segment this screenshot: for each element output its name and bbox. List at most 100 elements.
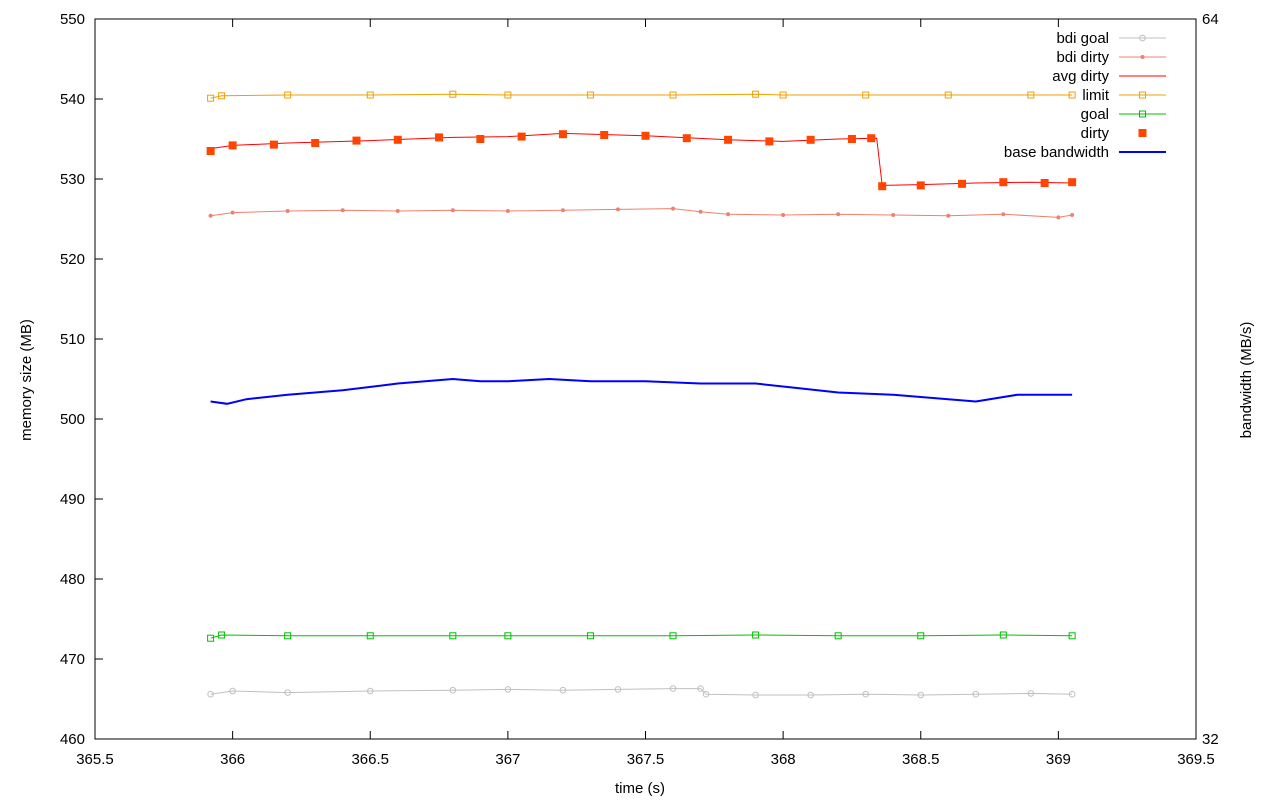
series-base-bandwidth [210, 377, 1073, 405]
data-point [862, 91, 870, 99]
series-bdi-goal [207, 685, 1076, 699]
legend-label: bdi goal [1056, 30, 1109, 47]
axes-layer: 365.5 366 366.5 367 367.5 368 368.5 369 369.5 460… [60, 11, 1219, 768]
data-point [669, 685, 677, 692]
data-point [1068, 632, 1076, 640]
data-point [208, 213, 213, 218]
data-point [449, 90, 457, 98]
data-point [867, 134, 876, 143]
data-point [1040, 179, 1049, 187]
data-point [1027, 91, 1035, 99]
data-point [285, 209, 290, 213]
data-point [834, 632, 842, 640]
data-point [1001, 212, 1006, 217]
data-point [505, 209, 510, 213]
data-point [269, 140, 278, 149]
legend: bdi goal bdi dirty avg dirty limit goal dirty… [1004, 30, 1166, 161]
data-point [340, 208, 345, 213]
data-point [917, 691, 925, 699]
data-point [999, 631, 1007, 639]
y-right-tick-label: 64 [1202, 11, 1219, 28]
data-point [1027, 690, 1035, 697]
legend-swatch-marker [1138, 129, 1147, 137]
y-left-tick-label: 550 [60, 11, 85, 28]
legend-swatch-marker [1139, 110, 1146, 118]
data-point [752, 631, 760, 639]
data-point [917, 632, 925, 640]
data-point [862, 690, 870, 698]
data-point [284, 91, 292, 99]
series-avg-dirty [210, 132, 1073, 186]
series-limit [207, 90, 1076, 102]
legend-swatch-marker [1139, 91, 1146, 99]
data-point [229, 687, 236, 695]
legend-item-dirty: dirty [1081, 125, 1147, 142]
x-tick-label: 367.5 [627, 751, 665, 768]
data-point [559, 686, 567, 694]
data-point [449, 686, 457, 694]
x-tick-label: 368 [771, 751, 796, 768]
y-axis-left-label: memory size (MB) [18, 319, 35, 441]
legend-item-bdi-goal: bdi goal [1056, 30, 1166, 47]
data-point [946, 213, 951, 218]
data-point [435, 133, 444, 142]
series-line-bdi-dirty [210, 208, 1073, 218]
data-point [206, 147, 215, 155]
legend-label: bdi dirty [1056, 49, 1109, 66]
series-line-limit [210, 93, 1073, 99]
data-point [944, 91, 952, 99]
data-point [1068, 690, 1076, 698]
data-point [366, 687, 374, 695]
y-left-tick-label: 510 [60, 331, 85, 348]
data-point [586, 91, 594, 99]
y-left-tick-label: 470 [60, 651, 85, 668]
data-point [779, 91, 787, 99]
data-point [999, 178, 1008, 187]
data-point [891, 213, 896, 217]
x-tick-label: 369.5 [1177, 751, 1215, 768]
series-dirty [206, 130, 1077, 191]
x-tick-label: 368.5 [902, 751, 940, 768]
data-point [724, 135, 733, 144]
data-point [641, 131, 650, 140]
data-point [504, 632, 512, 640]
legend-item-limit: limit [1082, 87, 1166, 104]
data-point [697, 685, 704, 692]
data-point [1068, 91, 1076, 99]
legend-swatch-marker [1140, 55, 1145, 59]
data-point [669, 632, 677, 640]
legend-item-goal: goal [1081, 106, 1166, 123]
data-point [504, 686, 512, 693]
y-right-tick-label: 32 [1202, 731, 1219, 748]
data-point [752, 90, 760, 98]
data-point [765, 137, 774, 146]
data-point [352, 136, 361, 145]
data-point [781, 213, 786, 217]
y-left-tick-label: 500 [60, 411, 85, 428]
data-point [311, 139, 320, 147]
legend-item-bdi-dirty: bdi dirty [1056, 49, 1166, 66]
data-layer [206, 90, 1077, 699]
data-point [600, 131, 609, 139]
y-left-tick-label: 460 [60, 731, 85, 748]
series-line-goal [210, 634, 1073, 639]
data-point [207, 690, 214, 698]
x-tick-label: 367 [495, 751, 520, 768]
data-point [366, 632, 374, 640]
x-tick-label: 365.5 [76, 751, 114, 768]
series-goal [207, 631, 1076, 642]
data-point [682, 134, 691, 143]
data-point [558, 130, 567, 139]
data-point [807, 691, 814, 699]
data-point [218, 631, 226, 639]
y-left-tick-label: 520 [60, 251, 85, 268]
x-tick-label: 369 [1046, 751, 1071, 768]
legend-label: goal [1081, 106, 1109, 123]
data-point [395, 209, 400, 213]
series-line-bdi-goal [210, 688, 1073, 696]
data-point [1056, 215, 1061, 220]
data-point [504, 91, 512, 99]
series-line-base-bandwidth [210, 377, 1073, 405]
y-left-tick-label: 490 [60, 491, 85, 508]
series-line-avg-dirty [210, 132, 1073, 186]
